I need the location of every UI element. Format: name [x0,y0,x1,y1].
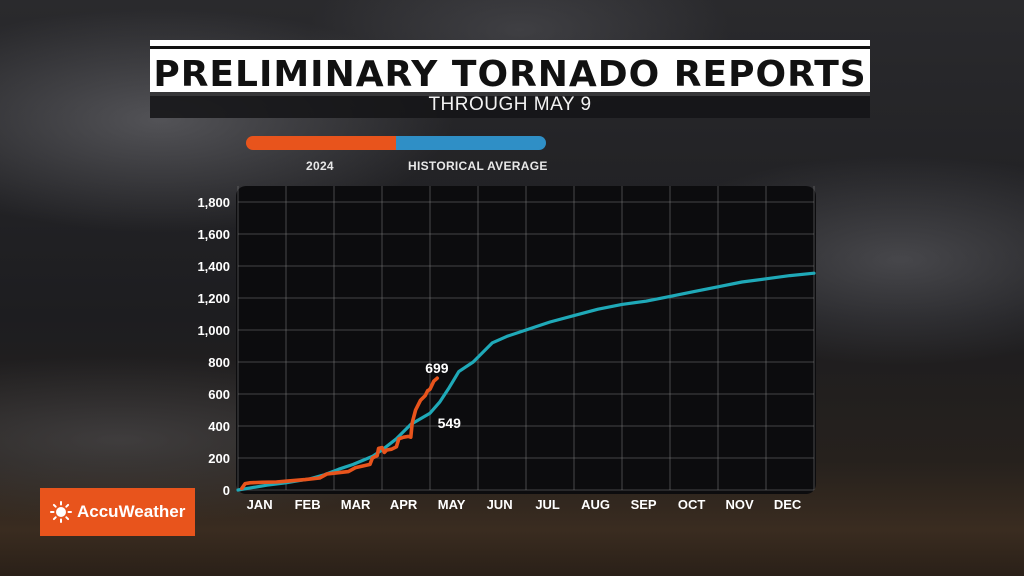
x-tick-label: DEC [774,497,802,512]
x-tick-label: MAR [341,497,371,512]
logo-text: AccuWeather [77,502,186,521]
y-tick-label: 800 [208,355,230,370]
x-tick-label: AUG [581,497,610,512]
y-tick-label: 600 [208,387,230,402]
legend-label-2024: 2024 [306,159,334,173]
x-axis-ticks: JAN FEB MAR APR MAY JUN JUL AUG SEP OCT NOV DEC [247,497,802,512]
y-tick-label: 400 [208,419,230,434]
series-lines [236,271,816,492]
data-label-historical-average: 549 [438,415,462,431]
x-tick-label: JAN [247,497,273,512]
x-tick-label: MAY [438,497,466,512]
legend-swatch-historical-average [396,136,546,150]
grid [237,186,815,491]
legend-swatch-2024 [246,136,396,150]
y-tick-label: 1,600 [197,227,230,242]
x-tick-label: SEP [631,497,657,512]
y-tick-label: 200 [208,451,230,466]
title-banner: PRELIMINARY TORNADO REPORTS [150,40,870,96]
y-tick-label: 1,200 [197,291,230,306]
data-label-2024: 699 [425,360,449,376]
x-tick-label: APR [390,497,418,512]
chart-title: PRELIMINARY TORNADO REPORTS [153,54,867,95]
subtitle-banner: THROUGH MAY 9 [150,92,870,118]
y-axis-ticks: 0 200 400 600 800 1,000 1,200 1,400 1,600 1,800 [197,195,230,498]
legend-label-historical-average: HISTORICAL AVERAGE [408,159,548,173]
chart-subtitle: THROUGH MAY 9 [428,94,592,115]
y-tick-label: 1,400 [197,259,230,274]
y-tick-label: 1,800 [197,195,230,210]
x-tick-label: FEB [295,497,321,512]
data-labels: 699 549 [425,360,461,431]
y-tick-label: 1,000 [197,323,230,338]
x-tick-label: OCT [678,497,706,512]
x-tick-label: NOV [726,497,755,512]
y-tick-label: 0 [223,483,230,498]
x-tick-label: JUN [487,497,513,512]
series-line-2024 [240,376,439,491]
x-tick-label: JUL [535,497,560,512]
sun-icon [50,501,72,523]
accuweather-logo: AccuWeather [40,488,195,536]
